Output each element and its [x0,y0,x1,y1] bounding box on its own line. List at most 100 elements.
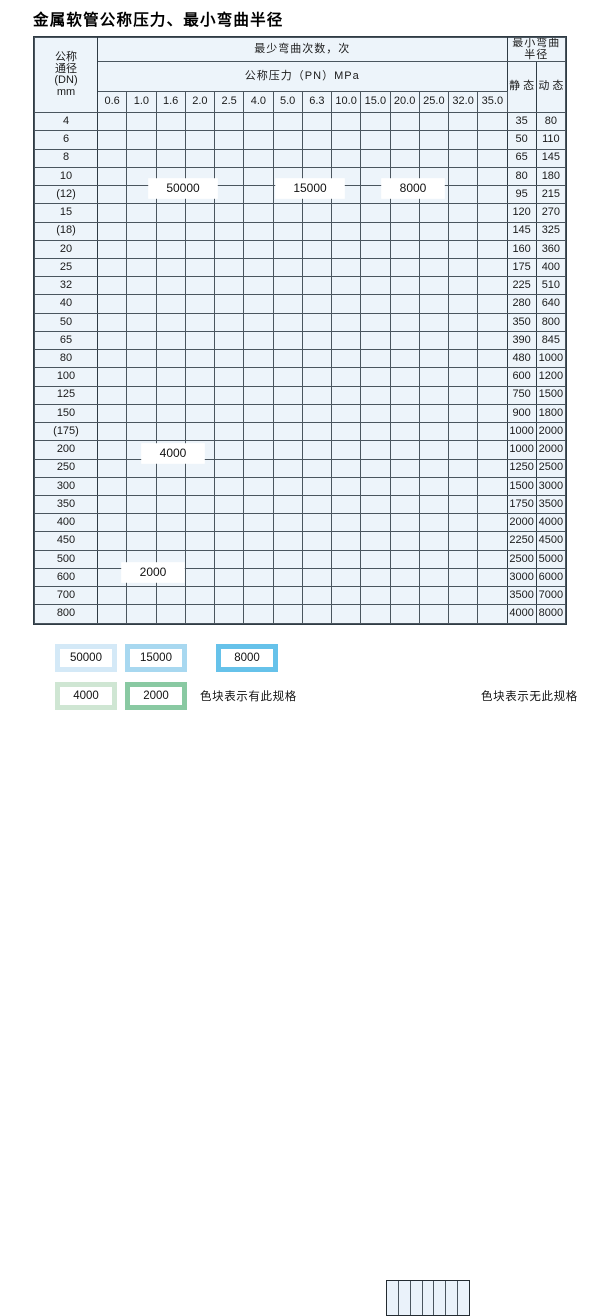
spec-cell [418,495,450,515]
spec-cell [360,531,391,551]
spec-cell [96,257,128,278]
header-row-1: 公称 通径 (DN) mm 最少弯曲次数，次 最小弯曲半径 [34,36,566,114]
static-radius-cell: 35 [506,112,537,132]
spec-cell [213,531,245,551]
spec-cell [330,458,362,478]
spec-cell [184,367,216,387]
spec-cell [360,422,391,442]
spec-cell [155,513,186,533]
spec-cell [126,531,157,551]
spec-cell [155,239,186,259]
dn-value-cell: 700 [34,586,98,606]
spec-cell [389,586,420,606]
spec-cell [477,221,508,241]
static-radius-cell: 1750 [506,495,537,515]
spec-cell [389,513,420,533]
spec-cell [389,549,420,569]
spec-cell [213,257,245,278]
legend-has-spec-text: 色块表示有此规格 [200,691,297,703]
spec-cell [389,476,420,497]
spec-cell [126,495,157,515]
spec-cell [213,422,245,442]
no-spec-stripe [458,1281,469,1315]
spec-cell [155,257,186,278]
spec-cell [184,294,216,314]
spec-cell [389,458,420,478]
spec-cell [447,422,479,442]
spec-cell [155,403,186,424]
spec-cell [447,148,479,168]
spec-cell [330,567,362,588]
spec-cell [272,330,303,351]
static-radius-cell: 2000 [506,513,537,533]
spec-cell [272,148,303,168]
spec-cell [184,531,216,551]
spec-cell [126,276,157,296]
table-row: 450 2250 4500 [34,531,567,551]
spec-cell [477,367,508,387]
spec-cell [213,312,245,332]
spec-cell [272,604,303,624]
spec-cell [243,312,274,332]
spec-cell [477,257,508,278]
dynamic-radius-cell: 510 [535,276,567,296]
dynamic-radius-cell: 640 [535,294,567,314]
spec-cell [243,513,274,533]
static-radius-cell: 900 [506,403,537,424]
spec-table-container: 公称 通径 (DN) mm 最少弯曲次数，次 最小弯曲半径 公称压力（PN）MP… [33,36,567,625]
dn-value-cell: (175) [34,422,98,442]
spec-cell [301,349,333,369]
legend-swatch-4000: 4000 [55,682,117,710]
spec-cell [389,403,420,424]
table-row: 300 1500 3000 [34,476,567,497]
no-spec-stripe [446,1281,459,1315]
static-radius-cell: 600 [506,367,537,387]
spec-cell [360,458,391,478]
static-radius-cell: 4000 [506,604,537,624]
spec-cell [360,604,391,624]
spec-cell [447,367,479,387]
static-radius-cell: 80 [506,166,537,187]
spec-cell [184,257,216,278]
spec-cell [243,403,274,424]
spec-cell [389,312,420,332]
spec-cell [477,549,508,569]
spec-cell [96,604,128,624]
spec-cell [477,476,508,497]
pressure-col-header-11: 25.0 [418,91,450,114]
dynamic-radius-cell: 270 [535,203,567,223]
dn-header-line-4: mm [56,85,76,98]
spec-cell [389,440,420,460]
spec-cell [389,367,420,387]
legend-swatch-15000: 15000 [125,644,187,672]
page-title: 金属软管公称压力、最小弯曲半径 [33,10,284,29]
spec-cell [96,276,128,296]
table-row: 700 3500 7000 [34,586,567,606]
spec-cell [360,586,391,606]
spec-cell [301,112,333,132]
legend-value-15000: 15000 [130,649,182,667]
table-row: 800 4000 8000 [34,604,567,624]
spec-cell [447,312,479,332]
spec-cell [389,604,420,624]
spec-cell [447,221,479,241]
spec-cell [330,148,362,168]
table-row: 125 750 1500 [34,385,567,405]
table-row: 600 3000 6000 [34,567,567,588]
table-row: 400 2000 4000 [34,513,567,533]
spec-cell [184,385,216,405]
spec-cell [96,495,128,515]
spec-cell [243,549,274,569]
spec-cell [96,567,128,588]
chip-2000: 2000 [122,563,184,582]
spec-cell [155,349,186,369]
spec-cell [418,403,450,424]
spec-cell [213,567,245,588]
spec-cell [477,349,508,369]
spec-cell [418,312,450,332]
spec-cell [330,349,362,369]
dn-value-cell: 600 [34,567,98,588]
spec-cell [330,385,362,405]
spec-cell [243,604,274,624]
spec-cell [126,112,157,132]
